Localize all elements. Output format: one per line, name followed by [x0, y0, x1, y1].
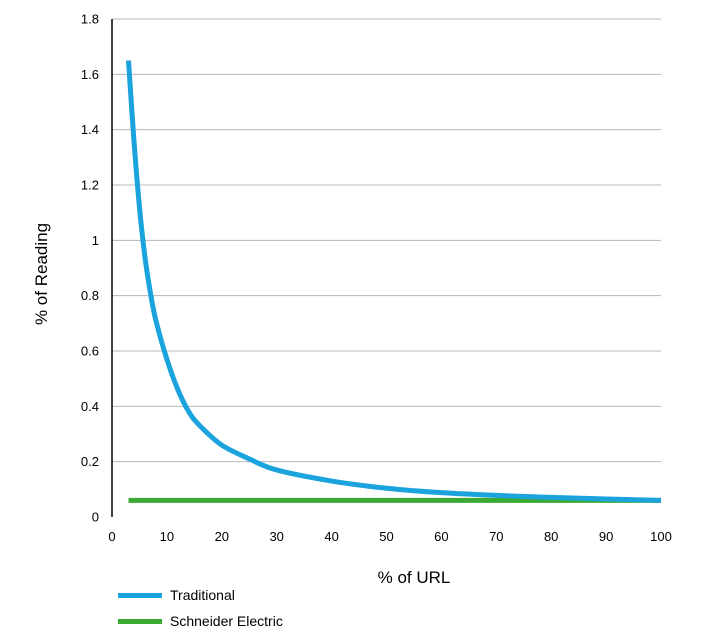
x-tick-label: 50 — [379, 529, 393, 544]
x-tick-label: 80 — [544, 529, 558, 544]
x-tick-label: 40 — [324, 529, 338, 544]
y-tick-label: 0 — [92, 510, 99, 525]
y-tick-label: 0.8 — [81, 288, 99, 303]
y-axis-title: % of Reading — [32, 223, 51, 325]
x-tick-label: 0 — [108, 529, 115, 544]
x-tick-label: 100 — [650, 529, 672, 544]
legend-label-traditional: Traditional — [170, 587, 235, 603]
series-line-traditional — [125, 60, 662, 503]
legend-label-schneider-electric: Schneider Electric — [170, 613, 283, 629]
y-tick-label: 0.4 — [81, 399, 99, 414]
x-tick-label: 20 — [215, 529, 229, 544]
series-layer — [125, 60, 662, 503]
x-tick-label: 60 — [434, 529, 448, 544]
x-tick-label: 70 — [489, 529, 503, 544]
legend-item-schneider-electric: Schneider Electric — [118, 608, 283, 634]
y-tick-label: 0.2 — [81, 454, 99, 469]
y-tick-label: 0.6 — [81, 344, 99, 359]
legend: Traditional Schneider Electric — [118, 582, 283, 634]
x-tick-labels: 0 10 20 30 40 50 60 70 80 90 100 — [108, 529, 671, 544]
y-tick-label: 1 — [92, 233, 99, 248]
legend-swatch-schneider-electric — [118, 618, 162, 624]
y-tick-label: 1.2 — [81, 178, 99, 193]
x-tick-label: 90 — [599, 529, 613, 544]
x-tick-label: 30 — [269, 529, 283, 544]
y-tick-label: 1.8 — [81, 12, 99, 27]
legend-swatch-traditional — [118, 592, 162, 598]
y-tick-labels: 0 0.2 0.4 0.6 0.8 1 1.2 1.4 1.6 1.8 — [81, 12, 99, 525]
legend-item-traditional: Traditional — [118, 582, 283, 608]
gridlines — [112, 18, 661, 463]
x-tick-label: 10 — [160, 529, 174, 544]
y-tick-label: 1.6 — [81, 67, 99, 82]
y-tick-label: 1.4 — [81, 122, 99, 137]
x-axis-title: % of URL — [378, 568, 451, 587]
